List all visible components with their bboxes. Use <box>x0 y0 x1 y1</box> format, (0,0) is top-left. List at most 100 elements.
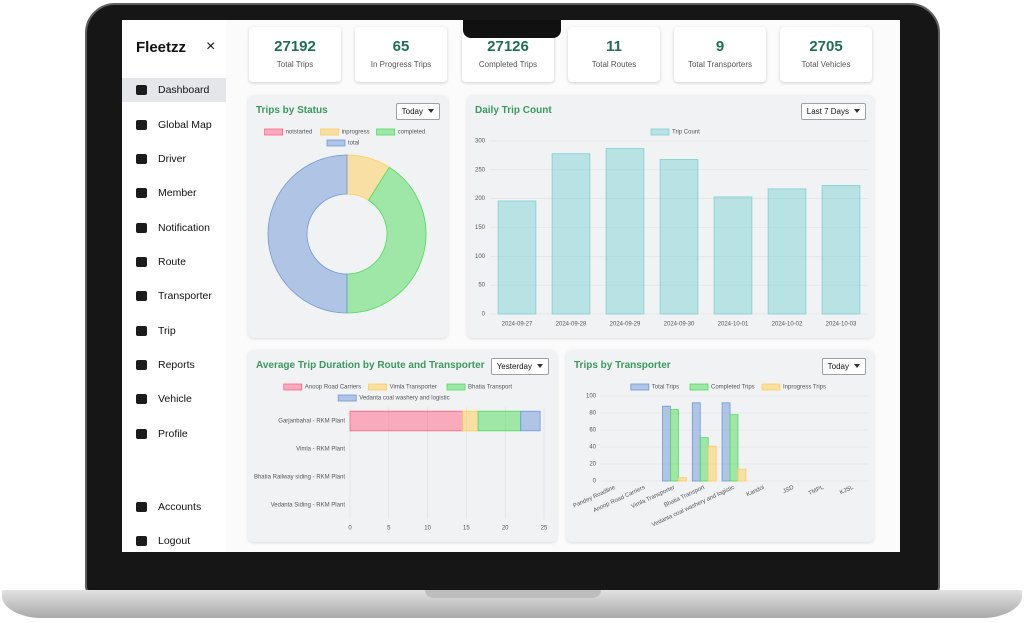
y-tick-label: Vimla - RKM Plant <box>296 447 345 453</box>
x-tick-label: 2024-09-29 <box>610 322 641 328</box>
menu-label: Transporter <box>158 290 212 302</box>
filter-dropdown[interactable]: Today <box>395 103 440 120</box>
doughnut-segment <box>267 154 348 314</box>
bar <box>659 159 699 315</box>
menu-label: Member <box>158 187 197 199</box>
bar-segment <box>462 410 479 432</box>
menu-icon <box>136 188 147 198</box>
menu-label: Notification <box>158 222 210 234</box>
x-tick-label: Kandoi <box>746 485 765 498</box>
menu-item[interactable]: Transporter <box>122 284 226 308</box>
menu-item[interactable]: Profile <box>122 422 226 446</box>
y-tick-label: Bhatia Railway siding - RKM Plant <box>254 475 345 481</box>
menu-icon <box>136 223 147 233</box>
legend-swatch <box>689 383 709 391</box>
menu-item[interactable]: Logout <box>122 529 226 552</box>
legend-swatch <box>264 128 284 136</box>
y-tick-label: 150 <box>475 225 486 231</box>
bar-segment <box>520 410 541 432</box>
menu-item[interactable]: Global Map <box>122 113 226 137</box>
x-tick-label: 5 <box>387 526 391 532</box>
menu-icon <box>136 120 147 130</box>
brand: Fleetzz <box>136 39 187 56</box>
bar <box>721 402 731 482</box>
legend-label: Inprogress Trips <box>783 385 826 391</box>
menu-item[interactable]: Accounts <box>122 495 226 519</box>
menu-icon <box>136 429 147 439</box>
bar <box>691 402 701 482</box>
y-tick-label: 200 <box>475 196 486 202</box>
chart: Trip Count 0 50 100 150 200 250 300 2024-09-27 20… <box>475 128 868 328</box>
bar <box>767 188 807 315</box>
filter-dropdown[interactable]: Last 7 Days <box>800 103 866 120</box>
legend-swatch <box>326 139 346 147</box>
x-tick-label: JSD <box>782 485 795 496</box>
stat-value: 27192 <box>274 38 316 55</box>
stat-value: 11 <box>606 38 622 55</box>
menu-label: Global Map <box>158 119 212 131</box>
x-tick-label: 25 <box>541 526 548 532</box>
legend-label: completed <box>398 130 426 136</box>
x-tick-label: 2024-09-30 <box>664 322 695 328</box>
chart-title: Daily Trip Count <box>475 105 552 116</box>
stat-card: 27192 Total Trips <box>249 27 341 82</box>
y-tick-label: 50 <box>478 283 485 289</box>
menu-item[interactable]: Route <box>122 250 226 274</box>
screen: Fleetzz × Dashboard Global Map Driver Membe… <box>122 20 900 552</box>
y-tick-label: 20 <box>589 462 596 468</box>
x-tick-label: 2024-10-01 <box>718 322 749 328</box>
legend-label: total <box>348 141 359 147</box>
laptop-groove <box>425 590 601 598</box>
menu-item[interactable]: Driver <box>122 147 226 171</box>
chart-title: Trips by Status <box>256 105 328 116</box>
chart: Anoop Road Carriers Vimla Transporter Bhat… <box>254 383 548 532</box>
bar <box>821 185 861 315</box>
y-tick-label: 0 <box>482 312 486 318</box>
menu-item[interactable]: Dashboard <box>122 78 226 102</box>
menu-icon <box>136 85 147 95</box>
stat-value: 65 <box>392 38 410 55</box>
close-button[interactable]: × <box>206 38 216 55</box>
doughnut-segment <box>346 166 427 314</box>
menu-label: Logout <box>158 535 191 547</box>
bar <box>707 445 717 482</box>
bar <box>670 409 679 482</box>
menu-item[interactable]: Reports <box>122 353 226 377</box>
stat-label: Total Trips <box>276 60 314 69</box>
chart-title: Average Trip Duration by Route and Trans… <box>256 360 485 371</box>
chart-panel: Average Trip Duration by Route and Trans… <box>248 350 557 542</box>
stat-value: 27126 <box>487 38 529 55</box>
stat-label: In Progress Trips <box>370 60 432 69</box>
menu-item[interactable]: Trip <box>122 319 226 343</box>
y-tick-label: Vedanta Siding - RKM Plant <box>271 503 346 509</box>
x-tick-label: Anoop Road Carriers <box>593 485 647 514</box>
menu-icon <box>136 502 147 512</box>
x-tick-label: KJSL <box>839 485 855 497</box>
bar <box>713 196 753 315</box>
legend-label: Vedanta coal washery and logistic <box>359 396 449 402</box>
y-tick-label: 40 <box>589 445 596 451</box>
legend-label: notstarted <box>286 130 313 136</box>
y-tick-label: 300 <box>475 139 486 145</box>
chart-title: Trips by Transporter <box>574 360 671 371</box>
y-tick-label: 100 <box>475 254 486 260</box>
menu-label: Reports <box>158 359 195 371</box>
menu-label: Accounts <box>158 501 202 513</box>
x-tick-label: TMPL <box>808 485 826 497</box>
x-tick-label: 2024-10-03 <box>826 322 857 328</box>
filter-dropdown[interactable]: Today <box>821 358 866 375</box>
menu-icon <box>136 394 147 404</box>
menu-label: Trip <box>158 325 176 337</box>
camera-notch <box>463 20 561 38</box>
chart: Total Trips Completed Trips Inprogress Tri… <box>572 383 868 528</box>
legend-swatch <box>630 383 650 391</box>
bar <box>497 200 537 315</box>
menu-item[interactable]: Notification <box>122 216 226 240</box>
filter-dropdown[interactable]: Yesterday <box>490 358 549 375</box>
menu-item[interactable]: Member <box>122 181 226 205</box>
legend-swatch <box>283 383 303 391</box>
chart-panel: Daily Trip Count Last 7 Days Trip Count 0 50… <box>467 95 874 338</box>
y-tick-label: 60 <box>589 428 596 434</box>
menu-item[interactable]: Vehicle <box>122 387 226 411</box>
legend-label: Completed Trips <box>711 385 755 391</box>
